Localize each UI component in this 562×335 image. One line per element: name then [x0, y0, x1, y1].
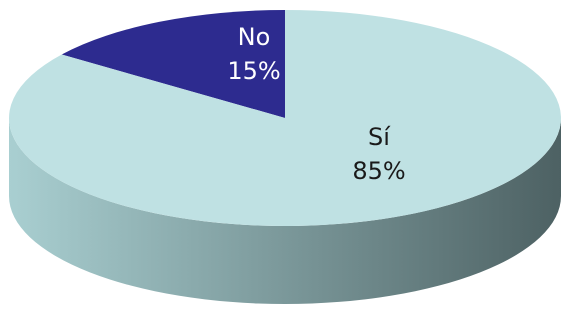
pie-slice-si: [8, 10, 561, 226]
pie-slice-no: [61, 10, 286, 118]
slice-value-label-no: 15%: [227, 57, 280, 85]
slice-label-si: Sí: [368, 123, 391, 151]
slice-value-label-si: 85%: [352, 157, 405, 185]
pie-slices: [8, 10, 561, 226]
pie-side-wall: [9, 118, 561, 304]
slice-label-no: No: [238, 23, 271, 51]
pie-side: [9, 118, 561, 304]
pie-labels: No 15% Sí 85%: [227, 23, 405, 185]
